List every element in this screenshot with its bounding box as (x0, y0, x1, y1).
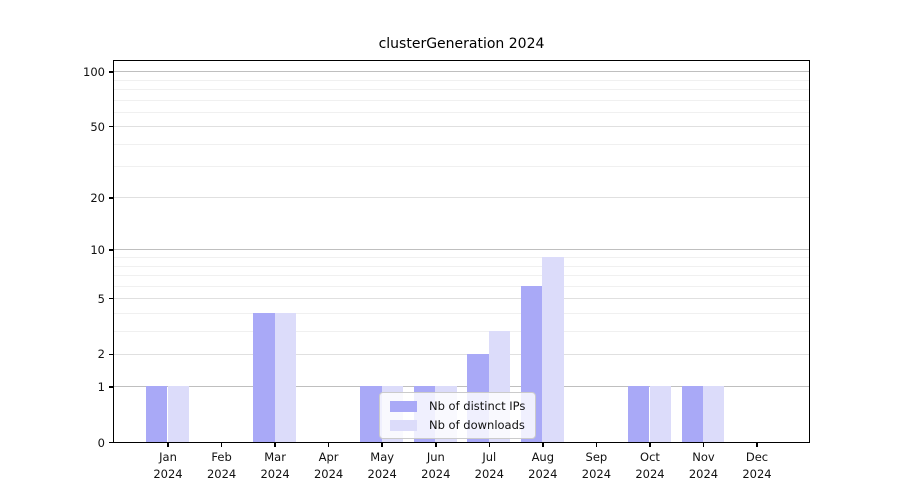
bar (274, 312, 296, 442)
y-tick-mark (109, 71, 113, 73)
gridline (114, 111, 809, 113)
gridline (114, 99, 809, 101)
x-tick-mark (435, 443, 437, 447)
legend-label: Nb of downloads (429, 418, 525, 432)
x-tick-mark (381, 443, 383, 447)
plot-area: Nb of distinct IPs Nb of downloads (113, 60, 810, 443)
y-axis-tick-label: 2 (97, 347, 105, 362)
legend-swatch-downloads (390, 419, 417, 431)
gridline (114, 126, 809, 128)
x-axis-tick-label: Mar 2024 (260, 450, 290, 481)
gridline (114, 71, 809, 73)
gridline (114, 166, 809, 168)
y-tick-mark (109, 441, 113, 444)
bar (542, 257, 564, 442)
bar (167, 386, 189, 442)
bar (649, 386, 671, 442)
gridline (114, 143, 809, 145)
x-tick-mark (220, 443, 223, 447)
bar (681, 386, 703, 442)
y-tick-mark (109, 197, 113, 199)
y-tick-mark (109, 386, 113, 388)
gridline (114, 249, 809, 251)
x-axis-tick-label: Jan 2024 (153, 450, 183, 481)
legend-item: Nb of downloads (390, 418, 525, 432)
x-tick-mark (274, 443, 276, 447)
x-tick-mark (595, 443, 598, 447)
gridline (114, 88, 809, 90)
y-tick-mark (109, 297, 113, 300)
y-axis-tick-label: 10 (90, 242, 105, 257)
bar (703, 386, 725, 442)
y-tick-mark (109, 249, 113, 251)
bar (360, 386, 382, 442)
y-axis-tick-label: 0 (97, 435, 105, 450)
x-axis-tick-label: Jun 2024 (421, 450, 451, 481)
y-axis-tick-label: 50 (90, 119, 105, 134)
gridline (114, 353, 809, 355)
y-tick-mark (109, 353, 113, 355)
x-tick-mark (756, 443, 758, 447)
chart-title: clusterGeneration 2024 (378, 36, 545, 52)
x-tick-mark (649, 443, 651, 447)
legend-label: Nb of distinct IPs (429, 399, 526, 413)
x-axis-tick-label: Oct 2024 (635, 450, 665, 481)
x-tick-mark (542, 443, 544, 447)
x-axis-tick-label: Nov 2024 (688, 450, 719, 481)
gridline (114, 265, 809, 267)
bar (253, 312, 275, 442)
x-axis-tick-label: Dec 2024 (742, 450, 772, 481)
gridline (114, 330, 809, 332)
gridline (114, 312, 809, 314)
y-axis-tick-label: 100 (83, 64, 105, 79)
gridline (114, 274, 809, 276)
x-axis-tick-label: May 2024 (367, 450, 397, 481)
gridline (114, 285, 809, 287)
x-axis-tick-label: Apr 2024 (313, 450, 344, 481)
gridline (114, 79, 809, 81)
bar (628, 386, 650, 442)
legend-item: Nb of distinct IPs (390, 399, 525, 413)
gridline (114, 298, 809, 299)
x-axis-tick-label: Feb 2024 (206, 450, 237, 481)
x-tick-mark (327, 443, 330, 447)
bar (146, 386, 168, 442)
x-tick-mark (702, 443, 705, 447)
y-tick-mark (109, 125, 113, 128)
gridline (114, 257, 809, 258)
gridline (114, 197, 809, 199)
y-axis-tick-label: 1 (97, 379, 105, 394)
x-axis-tick-label: Jul 2024 (474, 450, 504, 481)
x-axis-tick-label: Sep 2024 (581, 450, 612, 481)
x-tick-mark (488, 443, 490, 447)
legend-swatch-distinct-ips (390, 400, 417, 412)
y-axis-tick-label: 20 (90, 190, 105, 205)
gridline (114, 386, 809, 388)
x-tick-mark (167, 443, 169, 447)
legend: Nb of distinct IPs Nb of downloads (379, 392, 537, 439)
y-axis-tick-label: 5 (97, 291, 105, 306)
x-axis-tick-label: Aug 2024 (528, 450, 558, 481)
